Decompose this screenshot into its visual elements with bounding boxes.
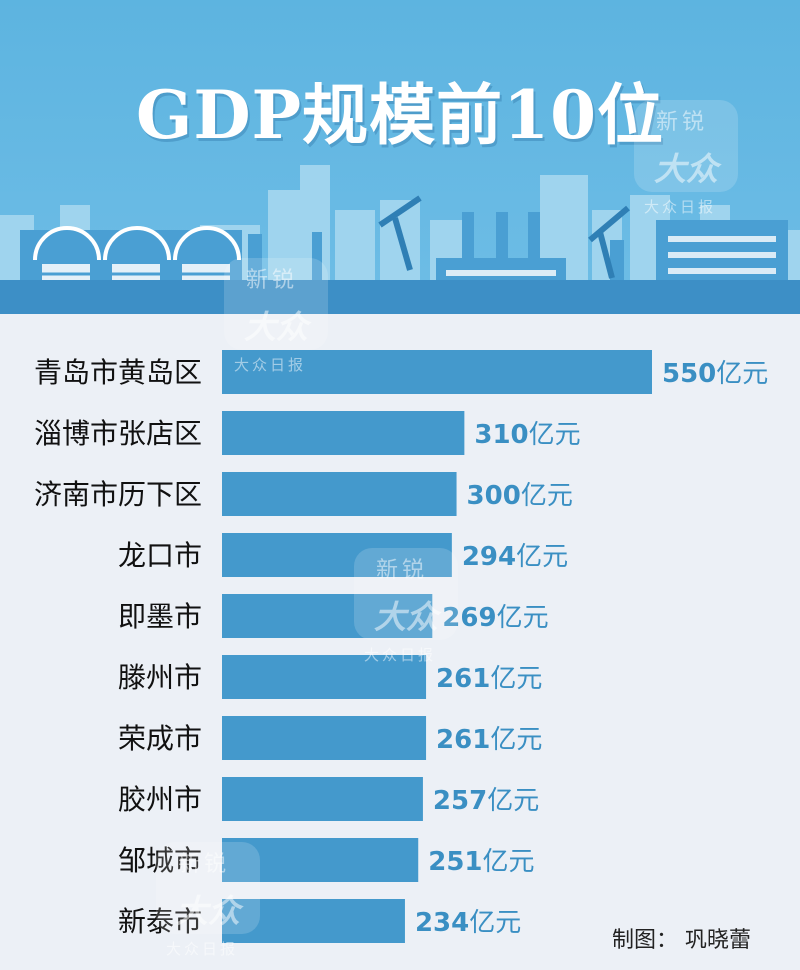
category-label: 龙口市 xyxy=(118,539,202,572)
bar xyxy=(222,350,652,394)
value-label: 257亿元 xyxy=(433,786,539,816)
category-label: 淄博市张店区 xyxy=(34,417,202,450)
header-banner: GDP规模前10位 xyxy=(0,0,800,314)
value-label: 269亿元 xyxy=(442,603,548,633)
value-label: 261亿元 xyxy=(436,725,542,755)
watermark-logo: 新锐 大众 大众日报 xyxy=(632,100,742,220)
bar xyxy=(222,533,452,577)
category-label: 滕州市 xyxy=(118,661,202,694)
chart-title: GDP规模前10位 xyxy=(135,76,665,154)
value-label: 550亿元 xyxy=(662,359,768,389)
watermark-logo: 新锐 大众 大众日报 xyxy=(222,258,332,378)
watermark-logo: 新锐 大众 大众日报 xyxy=(352,548,462,668)
category-label: 胶州市 xyxy=(118,783,202,816)
city-skyline-illustration xyxy=(0,165,800,314)
category-label: 济南市历下区 xyxy=(34,478,202,511)
bar xyxy=(222,655,427,699)
value-label: 234亿元 xyxy=(415,908,521,938)
category-label: 邹城市 xyxy=(118,844,202,877)
bar xyxy=(222,594,433,638)
category-label: 新泰市 xyxy=(118,905,202,938)
value-label: 261亿元 xyxy=(436,664,542,694)
bar xyxy=(222,838,419,882)
value-label: 294亿元 xyxy=(462,542,568,572)
credit-text: 制图： 巩晓蕾 xyxy=(612,928,751,953)
value-label: 310亿元 xyxy=(474,420,580,450)
bar xyxy=(222,411,465,455)
value-label: 251亿元 xyxy=(428,847,534,877)
bar xyxy=(222,716,427,760)
category-label: 青岛市黄岛区 xyxy=(34,356,202,389)
value-label: 300亿元 xyxy=(467,481,573,511)
category-label: 即墨市 xyxy=(118,600,202,633)
bar xyxy=(222,899,405,943)
category-label: 荣成市 xyxy=(118,722,202,755)
bar xyxy=(222,777,423,821)
bar xyxy=(222,472,457,516)
watermark-logo: 新锐 大众 大众日报 xyxy=(154,842,264,962)
